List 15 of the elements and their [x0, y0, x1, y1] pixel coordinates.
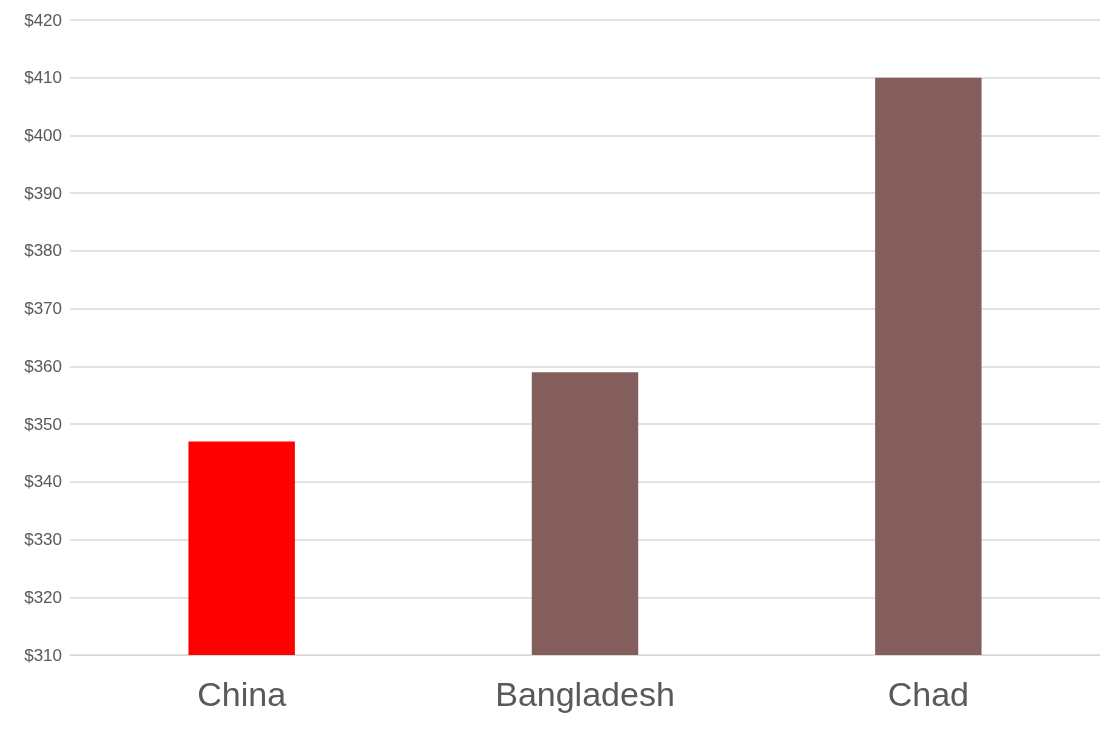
y-tick-label: $370: [24, 299, 62, 319]
y-tick-label: $350: [24, 414, 62, 434]
y-tick-label: $420: [24, 10, 62, 30]
y-tick-label: $320: [24, 587, 62, 607]
y-tick-label: $400: [24, 125, 62, 145]
x-tick-label: Bangladesh: [495, 675, 675, 713]
x-tick-label: Chad: [887, 675, 969, 713]
y-tick-label: $410: [24, 68, 62, 88]
y-tick-label: $380: [24, 241, 62, 261]
y-tick-label: $360: [24, 356, 62, 376]
y-tick-label: $330: [24, 530, 62, 550]
y-tick-label: $390: [24, 183, 62, 203]
y-tick-label: $310: [24, 645, 62, 665]
y-tick-label: $340: [24, 472, 62, 492]
x-tick-label: China: [197, 675, 287, 713]
